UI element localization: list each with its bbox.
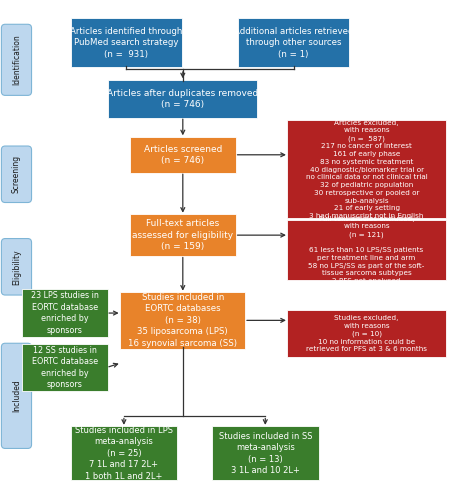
FancyBboxPatch shape [287, 121, 446, 219]
FancyBboxPatch shape [212, 426, 319, 480]
FancyBboxPatch shape [120, 292, 246, 348]
Text: Eligibility: Eligibility [12, 249, 21, 285]
Text: Articles excluded,
with reasons
(n =  587)
217 no cancer of interest
161 of earl: Articles excluded, with reasons (n = 587… [306, 120, 428, 219]
Text: Articles after duplicates removed
(n = 746): Articles after duplicates removed (n = 7… [107, 89, 258, 109]
FancyBboxPatch shape [129, 214, 236, 256]
Text: Full-text articles
assessed for eligibility
(n = 159): Full-text articles assessed for eligibil… [132, 219, 233, 251]
FancyBboxPatch shape [71, 426, 177, 480]
FancyBboxPatch shape [22, 344, 108, 392]
Text: 23 LPS studies in
EORTC database
enriched by
sponsors: 23 LPS studies in EORTC database enriche… [31, 292, 99, 335]
Text: Included: Included [12, 379, 21, 412]
FancyBboxPatch shape [1, 343, 32, 448]
Text: Articles identified through
PubMed search strategy
(n =  931): Articles identified through PubMed searc… [70, 27, 182, 59]
Text: Studies included in LPS
meta-analysis
(n = 25)
7 1L and 17 2L+
1 both 1L and 2L+: Studies included in LPS meta-analysis (n… [75, 426, 173, 481]
FancyBboxPatch shape [287, 220, 446, 280]
Text: Studies included in SS
meta-analysis
(n = 13)
3 1L and 10 2L+: Studies included in SS meta-analysis (n … [219, 432, 312, 475]
Text: Additional articles retrieved
through other sources
(n = 1): Additional articles retrieved through ot… [234, 27, 353, 59]
FancyBboxPatch shape [287, 310, 446, 357]
FancyBboxPatch shape [1, 146, 32, 202]
FancyBboxPatch shape [22, 289, 108, 337]
FancyBboxPatch shape [1, 239, 32, 295]
Text: 12 SS studies in
EORTC database
enriched by
sponsors: 12 SS studies in EORTC database enriched… [32, 346, 98, 389]
FancyBboxPatch shape [71, 18, 182, 68]
FancyBboxPatch shape [129, 137, 236, 173]
FancyBboxPatch shape [238, 18, 349, 68]
Text: Full-text articles excluded,
with reasons
(n = 121)

61 less than 10 LPS/SS pati: Full-text articles excluded, with reason… [309, 216, 425, 284]
Text: Studies excluded,
with reasons
(n = 10)
10 no information could be
retrieved for: Studies excluded, with reasons (n = 10) … [306, 315, 427, 352]
FancyBboxPatch shape [109, 80, 257, 118]
Text: Screening: Screening [12, 155, 21, 194]
Text: Identification: Identification [12, 34, 21, 85]
Text: Articles screened
(n = 746): Articles screened (n = 746) [144, 145, 222, 165]
FancyBboxPatch shape [1, 24, 32, 96]
Text: Studies included in
EORTC databases
(n = 38)
35 liposarcoma (LPS)
16 synovial sa: Studies included in EORTC databases (n =… [128, 293, 237, 348]
